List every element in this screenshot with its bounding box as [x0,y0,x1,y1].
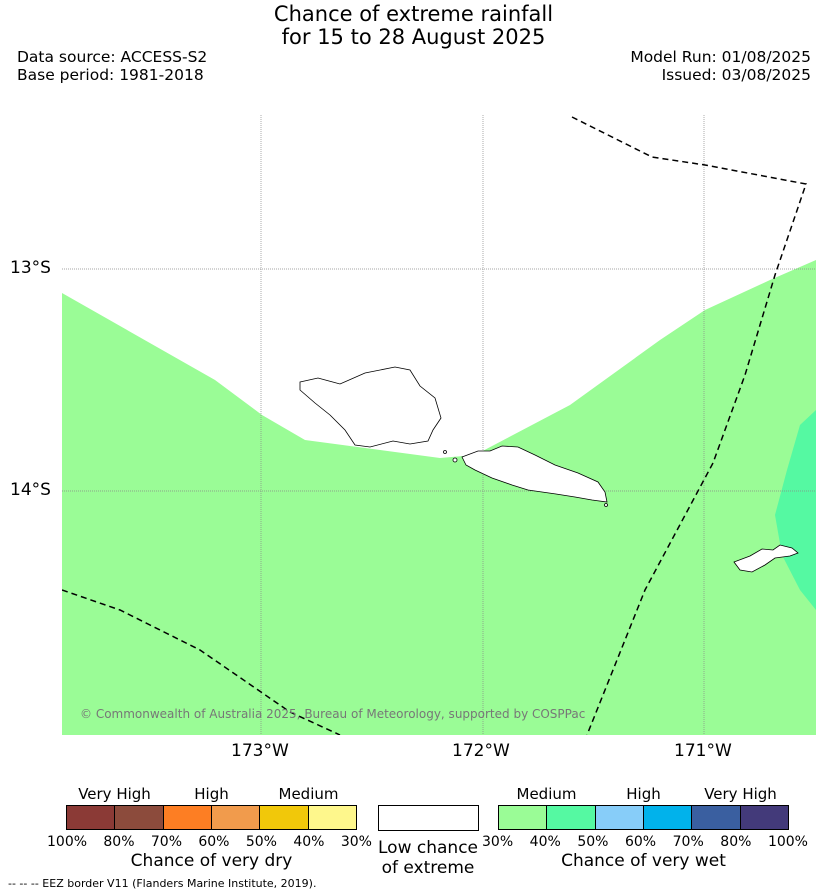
dry-swatch-5 [260,806,309,829]
dry-legend: Very High High Medium [66,785,357,830]
dry-swatch-6 [308,806,356,829]
wet-tick: 100% [767,834,808,850]
wet-legend-title: Chance of very wet [561,851,726,871]
wet-swatch-4 [643,806,693,829]
forecast-map [62,115,816,735]
wet-cat-high: High [626,785,661,803]
dry-swatch-3 [163,806,212,829]
lat-label-13s: 13°S [10,258,51,278]
run-info: Model Run: 01/08/2025 Issued: 03/08/2025 [630,48,811,84]
wet-swatch-5 [692,806,741,829]
wet-cat-medium: Medium [516,785,577,803]
dry-swatch-2 [115,806,164,829]
low-chance-swatch [378,805,479,831]
base-period: Base period: 1981-2018 [17,66,204,84]
copyright-notice: © Commonwealth of Australia 2025, Bureau… [80,707,586,721]
wet-tick: 30% [482,834,514,850]
dry-colorbar [66,805,357,830]
dry-tick: 70% [150,834,182,850]
wet-tick: 50% [577,834,609,850]
model-run: Model Run: 01/08/2025 [630,48,811,66]
lon-label-173w: 173°W [231,741,289,761]
dry-ticks: 100% 80% 70% 60% 50% 40% 30% [47,834,372,850]
title-line-1: Chance of extreme rainfall [273,2,554,26]
dry-cat-very-high: Very High [78,785,151,803]
issued-date: Issued: 03/08/2025 [661,66,811,84]
wet-tick: 80% [720,834,752,850]
graticule [62,115,816,735]
medium-wet-region [62,260,816,735]
dry-cat-medium: Medium [278,785,339,803]
wet-swatch-1 [499,806,548,829]
low-chance-line-2: of extreme [381,858,475,878]
wet-category-labels: Medium High Very High [498,785,789,803]
eez-border [62,116,807,735]
dry-tick: 30% [340,834,372,850]
dry-cat-high: High [194,785,229,803]
wet-tick: 60% [624,834,657,850]
wet-colorbar [498,805,789,830]
dry-swatch-1 [67,806,116,829]
dry-tick: 80% [103,834,135,850]
upolu-island [461,445,608,503]
wet-ticks: 30% 40% 50% 60% 70% 80% 100% [482,834,808,850]
source-info: Data source: ACCESS-S2 Base period: 1981… [17,48,207,84]
tutuila-island [733,544,799,573]
wet-tick: 70% [672,834,704,850]
map-title: Chance of extreme rainfall for 15 to 28 … [0,3,827,49]
eez-footnote: -- -- -- EEZ border V11 (Flanders Marine… [8,877,317,890]
wet-swatch-2 [547,806,596,829]
dry-tick: 100% [47,834,88,850]
dry-tick: 60% [198,834,230,850]
wet-swatch-3 [595,806,644,829]
wet-tick: 40% [529,834,561,850]
dry-swatch-4 [211,806,261,829]
low-chance-title: Low chance of extreme [362,838,494,878]
wet-cat-very-high: Very High [704,785,777,803]
wet-swatch-6 [740,806,788,829]
lon-label-172w: 172°W [452,741,510,761]
dry-tick: 50% [245,834,277,850]
data-source: Data source: ACCESS-S2 [17,48,208,66]
islands [299,366,799,573]
medium-high-wet-region [775,410,816,610]
low-chance-line-1: Low chance [378,838,478,858]
dry-tick: 40% [293,834,325,850]
dry-category-labels: Very High High Medium [66,785,357,803]
title-line-2: for 15 to 28 August 2025 [281,25,546,49]
lat-label-14s: 14°S [10,480,51,500]
dry-legend-title: Chance of very dry [130,851,293,871]
lon-label-171w: 171°W [674,741,732,761]
savaii-island [299,366,442,448]
wet-legend: Medium High Very High [498,785,789,830]
